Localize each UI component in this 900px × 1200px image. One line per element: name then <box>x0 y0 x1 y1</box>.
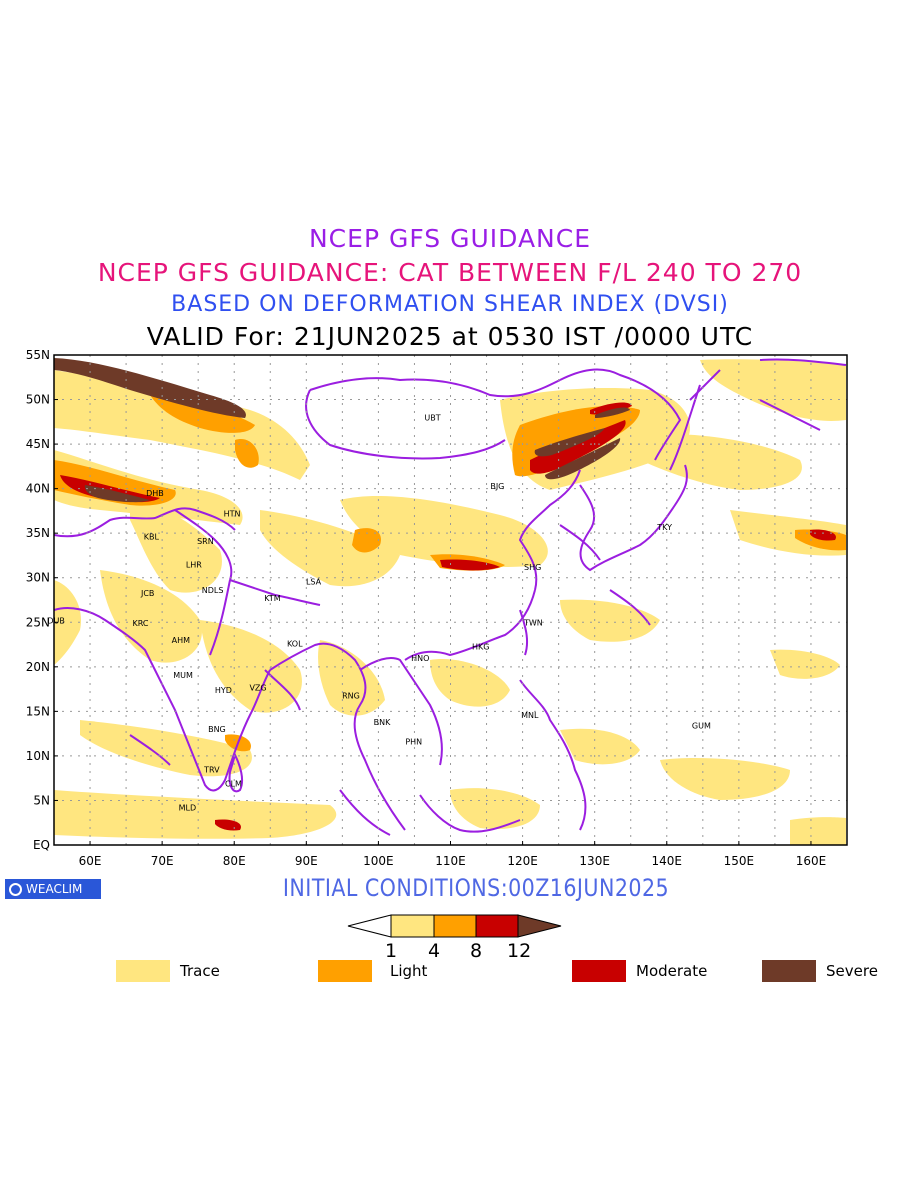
colorbar-tick-12: 12 <box>507 940 532 962</box>
legend-label-moderate: Moderate <box>636 962 708 980</box>
title-valid: VALID For: 21JUN2025 at 0530 IST /0000 U… <box>146 322 754 351</box>
logo-text: WEACLIM <box>26 882 83 896</box>
station-ubt: UBT <box>424 413 440 422</box>
station-shg: SHG <box>524 563 541 572</box>
station-bng: BNG <box>208 725 226 734</box>
turbulence-field <box>54 355 847 845</box>
station-srn: SRN <box>197 537 214 546</box>
station-vzg: VZG <box>249 683 266 692</box>
lon-label: 120E <box>507 854 538 868</box>
colorbar-tick-8: 8 <box>470 940 483 962</box>
logo-circle-icon <box>9 882 22 896</box>
station-rng: RNG <box>342 691 360 700</box>
colorbar-tick-1: 1 <box>385 940 398 962</box>
station-twn: TWN <box>523 618 543 627</box>
longitude-labels: 60E 70E 80E 90E 100E 110E 120E 130E 140E 150E 160E <box>79 841 827 868</box>
station-kol: KOL <box>287 640 303 649</box>
country-boundaries <box>54 358 847 836</box>
grid-lines <box>54 355 847 845</box>
station-kbl: KBL <box>144 533 160 542</box>
station-bjg: BJG <box>490 482 504 491</box>
latitude-labels: 55N 50N 45N 40N 35N 30N 25N 20N 15N 10N 5N EQ <box>26 348 58 852</box>
legend-label-trace: Trace <box>180 962 220 980</box>
lon-label: 130E <box>579 854 610 868</box>
lat-label: 30N <box>26 571 50 585</box>
station-hno: HNO <box>411 654 429 663</box>
lon-label: 150E <box>724 854 755 868</box>
station-mnl: MNL <box>521 711 539 720</box>
colorbar-tick-4: 4 <box>428 940 441 962</box>
lat-label: 40N <box>26 482 50 496</box>
station-lsa: LSA <box>306 577 322 586</box>
lat-label: 35N <box>26 526 50 540</box>
legend-swatch-light <box>318 960 372 982</box>
station-hyd: HYD <box>215 686 232 695</box>
station-labels: UBT BJG DHB HTN KBL SRN TKY LHR SHG LSA JCB NDLS KTM… <box>47 413 711 812</box>
lat-label: 20N <box>26 660 50 674</box>
station-ndls: NDLS <box>202 586 224 595</box>
cat-map: 55N 50N 45N 40N 35N 30N 25N 20N 15N 10N 5N EQ 60E 70… <box>26 348 848 868</box>
station-ahm: AHM <box>172 636 190 645</box>
lat-label: 10N <box>26 749 50 763</box>
lon-label: 80E <box>223 854 246 868</box>
lat-label: 55N <box>26 348 50 362</box>
station-lhr: LHR <box>186 560 202 569</box>
title-index: BASED ON DEFORMATION SHEAR INDEX (DVSI) <box>171 292 729 317</box>
lon-label: 100E <box>363 854 394 868</box>
station-ktm: KTM <box>264 594 281 603</box>
lat-label: 45N <box>26 437 50 451</box>
colorbar-segment-trace <box>390 914 435 938</box>
station-gum: GUM <box>692 722 711 731</box>
colorbar-segment-moderate <box>475 914 519 938</box>
legend-label-light: Light <box>390 962 428 980</box>
lat-label: EQ <box>33 838 50 852</box>
station-dub: DUB <box>47 616 65 625</box>
station-phn: PHN <box>405 738 422 747</box>
title-cat: NCEP GFS GUIDANCE: CAT BETWEEN F/L 240 T… <box>97 258 803 287</box>
station-trv: TRV <box>203 765 220 774</box>
station-dhb: DHB <box>146 489 164 498</box>
station-htn: HTN <box>224 510 241 519</box>
station-tky: TKY <box>656 523 672 532</box>
title-main: NCEP GFS GUIDANCE <box>308 224 591 253</box>
lon-label: 70E <box>151 854 174 868</box>
legend-swatch-severe <box>762 960 816 982</box>
lat-label: 25N <box>26 615 50 629</box>
lat-label: 15N <box>26 704 50 718</box>
station-krc: KRC <box>133 619 149 628</box>
lat-label: 50N <box>26 393 50 407</box>
station-jcb: JCB <box>140 589 154 598</box>
lon-label: 160E <box>796 854 827 868</box>
station-mld: MLD <box>179 804 197 813</box>
weaclim-logo: WEACLIM <box>5 879 101 899</box>
legend-swatch-trace <box>116 960 170 982</box>
colorbar-low-arrow <box>347 914 392 938</box>
legend-swatch-moderate <box>572 960 626 982</box>
lon-label: 110E <box>435 854 466 868</box>
station-bnk: BNK <box>374 718 391 727</box>
legend-label-severe: Severe <box>826 962 878 980</box>
lon-label: 90E <box>295 854 318 868</box>
lon-label: 140E <box>652 854 683 868</box>
lon-label: 60E <box>79 854 102 868</box>
station-hkg: HKG <box>472 642 489 651</box>
station-mum: MUM <box>173 671 193 680</box>
initial-conditions: INITIAL CONDITIONS:00Z16JUN2025 <box>282 874 670 902</box>
station-clm: CLM <box>225 780 242 789</box>
colorbar <box>347 914 562 938</box>
colorbar-high-arrow <box>517 914 562 938</box>
lat-label: 5N <box>33 793 50 807</box>
colorbar-segment-light <box>433 914 477 938</box>
